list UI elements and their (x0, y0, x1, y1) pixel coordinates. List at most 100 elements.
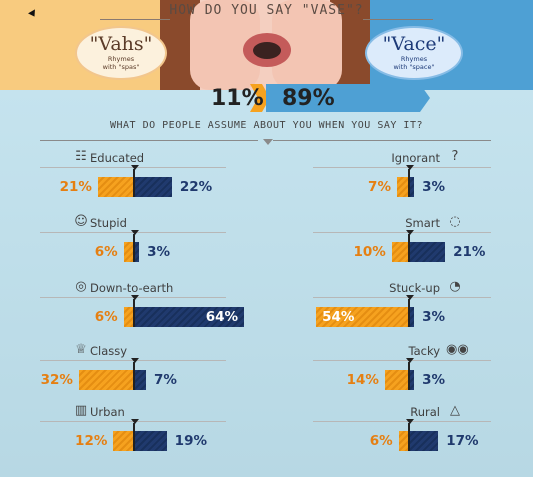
bar-vahs-stuck-up (316, 307, 409, 327)
vace-share-arrow (266, 84, 430, 112)
vace-speech-bubble: "Vace" Rhymes with "space" (365, 26, 463, 80)
trait-label-stupid: Stupid (90, 216, 127, 230)
value-vahs-smart: 10% (353, 244, 386, 260)
bar-vace-classy (134, 370, 147, 390)
bar-vahs-smart (391, 242, 409, 262)
trait-label-ignorant: Ignorant (391, 151, 440, 165)
center-marker-smart (408, 234, 410, 262)
center-marker-tacky (408, 362, 410, 390)
value-vahs-classy: 32% (40, 372, 73, 388)
trait-label-down-to-earth: Down-to-earth (90, 281, 174, 295)
center-marker-rural (408, 423, 410, 451)
bar-vahs-urban (113, 431, 134, 451)
vahs-rhyme-line2: with "spas" (102, 63, 140, 71)
center-marker-stuck-up (408, 299, 410, 327)
trait-rule-smart (313, 232, 491, 233)
center-marker-educated (133, 169, 135, 197)
value-vahs-tacky: 14% (346, 372, 379, 388)
value-vahs-urban: 12% (75, 433, 108, 449)
bar-vahs-educated (97, 177, 134, 197)
vahs-share-arrow (250, 84, 270, 112)
book-icon: ☷ (75, 149, 87, 164)
trait-rule-rural (313, 421, 491, 422)
center-marker-down-to-earth (133, 299, 135, 327)
trait-label-stuck-up: Stuck-up (389, 281, 440, 295)
crown-icon: ♕ (75, 342, 87, 357)
center-marker-arrow-stuck-up (406, 295, 414, 300)
bar-vace-stuck-up (409, 307, 415, 327)
bar-vahs-down-to-earth (123, 307, 134, 327)
bar-vahs-rural (398, 431, 409, 451)
value-vace-classy: 7% (154, 372, 177, 388)
bar-vace-tacky (409, 370, 415, 390)
value-vace-ignorant: 3% (422, 179, 446, 195)
value-vace-smart: 21% (453, 244, 486, 260)
trait-label-classy: Classy (90, 344, 128, 358)
title-rule-right (363, 19, 433, 20)
page-title: HOW DO YOU SAY "VASE"? (169, 3, 364, 18)
center-marker-ignorant (408, 169, 410, 197)
trait-label-urban: Urban (90, 405, 125, 419)
mountain-icon: △ (450, 403, 460, 418)
building-icon: ▥ (74, 403, 88, 418)
center-marker-arrow-stupid (131, 230, 139, 235)
bar-vace-urban (134, 431, 167, 451)
bar-vace-educated (134, 177, 172, 197)
question-icon: ? (451, 149, 459, 164)
bar-vace-rural (409, 431, 439, 451)
center-marker-arrow-tacky (406, 358, 414, 363)
value-vace-rural: 17% (446, 433, 479, 449)
value-vace-stuck-up: 3% (422, 309, 446, 325)
subtitle-pointer (263, 139, 273, 145)
trait-label-smart: Smart (405, 216, 440, 230)
head-icon: ◔ (449, 279, 461, 294)
bar-vahs-stupid (123, 242, 134, 262)
trait-rule-stuck-up (313, 297, 491, 298)
center-marker-arrow-ignorant (406, 165, 414, 170)
value-vahs-ignorant: 7% (368, 179, 391, 195)
trait-label-tacky: Tacky (408, 344, 440, 358)
globe-icon: ◎ (75, 279, 87, 294)
value-vace-stupid: 3% (147, 244, 171, 260)
tongue-face-icon: ☺ (74, 214, 88, 229)
value-vahs-down-to-earth: 6% (94, 309, 118, 325)
trait-rule-ignorant (313, 167, 491, 168)
value-vace-tacky: 3% (422, 372, 446, 388)
bar-vace-ignorant (409, 177, 415, 197)
center-marker-urban (133, 423, 135, 451)
title-rule-left (100, 19, 170, 20)
center-marker-classy (133, 362, 135, 390)
value-vahs-educated: 21% (59, 179, 92, 195)
trait-label-rural: Rural (410, 405, 440, 419)
center-marker-stupid (133, 234, 135, 262)
value-vace-urban: 19% (174, 433, 207, 449)
value-vace-down-to-earth: 64% (205, 309, 239, 325)
vace-word: "Vace" (382, 33, 446, 55)
subtitle-rule-right (273, 140, 491, 141)
bar-vace-down-to-earth (134, 307, 245, 327)
chart-background (0, 90, 533, 477)
value-vahs-rural: 6% (369, 433, 393, 449)
center-marker-arrow-classy (131, 358, 139, 363)
bar-vace-smart (409, 242, 446, 262)
center-marker-arrow-rural (406, 419, 414, 424)
vahs-word: "Vahs" (89, 33, 153, 55)
chart-subtitle: WHAT DO PEOPLE ASSUME ABOUT YOU WHEN YOU… (110, 120, 423, 131)
mouth-inner (253, 42, 281, 59)
value-vace-educated: 22% (179, 179, 213, 195)
trait-rule-tacky (313, 360, 491, 361)
lightbulb-icon: ◌ (449, 214, 461, 229)
bar-vace-stupid (134, 242, 140, 262)
vahs-rhyme-line1: Rhymes (107, 55, 135, 63)
vace-share-value: 89% (282, 86, 335, 111)
trait-label-educated: Educated (90, 151, 145, 165)
vahs-share-value: 11% (211, 86, 264, 111)
center-marker-arrow-urban (131, 419, 139, 424)
bar-vahs-ignorant (396, 177, 409, 197)
bar-vahs-classy (78, 370, 134, 390)
vace-rhyme-line1: Rhymes (400, 55, 428, 63)
center-marker-arrow-smart (406, 230, 414, 235)
subtitle-rule-left (40, 140, 258, 141)
vace-rhyme-line2: with "space" (393, 63, 435, 71)
center-marker-arrow-down-to-earth (131, 295, 139, 300)
